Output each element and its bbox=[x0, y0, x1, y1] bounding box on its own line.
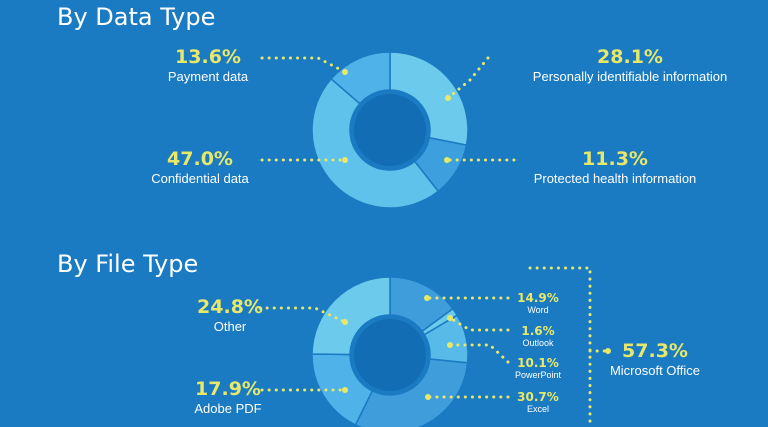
label-adobe-pdf: 17.9% Adobe PDF bbox=[168, 378, 288, 416]
value-powerpoint: 10.1% bbox=[517, 356, 559, 370]
name-excel: Excel bbox=[526, 404, 549, 414]
leader-confidential-data-end bbox=[342, 157, 348, 163]
name-payment-data: Payment data bbox=[167, 69, 249, 84]
leader-outlook-end bbox=[447, 315, 453, 321]
value-confidential-data: 47.0% bbox=[167, 148, 233, 170]
label-confidential-data: 47.0% Confidential data bbox=[140, 148, 260, 186]
slice-other bbox=[311, 276, 391, 356]
value-adobe-pdf: 17.9% bbox=[195, 378, 261, 400]
leader-other-end bbox=[342, 319, 348, 325]
leader-powerpoint bbox=[448, 343, 510, 364]
leader-word-end bbox=[424, 295, 430, 301]
value-payment-data: 13.6% bbox=[175, 46, 241, 68]
slice-confidential-data bbox=[311, 77, 440, 209]
leader-phi-end bbox=[444, 157, 450, 163]
name-adobe-pdf: Adobe PDF bbox=[194, 401, 262, 416]
leader-other bbox=[258, 306, 347, 324]
label-phi: 11.3% Protected health information bbox=[520, 148, 710, 186]
name-microsoft-office: Microsoft Office bbox=[609, 363, 701, 378]
label-payment-data: 13.6% Payment data bbox=[158, 46, 258, 84]
bracket-microsoft-office bbox=[528, 266, 592, 427]
name-powerpoint: PowerPoint bbox=[514, 370, 562, 380]
value-outlook: 1.6% bbox=[521, 324, 555, 338]
slice-personally-identifiable-information bbox=[389, 51, 469, 146]
value-other: 24.8% bbox=[197, 296, 263, 318]
name-word: Word bbox=[527, 305, 549, 315]
leader-payment-data-end bbox=[342, 69, 348, 75]
section-title-data-type: By Data Type bbox=[57, 3, 216, 31]
value-phi: 11.3% bbox=[582, 148, 648, 170]
donut-hole bbox=[354, 319, 426, 391]
name-outlook: Outlook bbox=[522, 338, 554, 348]
value-word: 14.9% bbox=[517, 291, 559, 305]
section-title-file-type: By File Type bbox=[57, 250, 199, 278]
name-other: Other bbox=[213, 319, 247, 334]
label-outlook: 1.6% Outlook bbox=[508, 324, 568, 348]
label-microsoft-office: 57.3% Microsoft Office bbox=[600, 340, 710, 378]
leader-adobe-pdf-end bbox=[342, 387, 348, 393]
donut-hole bbox=[354, 94, 426, 166]
slice-excel bbox=[354, 358, 469, 427]
name-confidential-data: Confidential data bbox=[151, 171, 249, 186]
leader-powerpoint-end bbox=[447, 342, 453, 348]
leader-pii-end bbox=[445, 95, 451, 101]
slice-payment-data bbox=[330, 51, 391, 105]
label-other: 24.8% Other bbox=[180, 296, 280, 334]
leader-payment-data bbox=[260, 56, 347, 74]
value-pii: 28.1% bbox=[597, 46, 663, 68]
label-powerpoint: 10.1% PowerPoint bbox=[508, 356, 568, 380]
label-excel: 30.7% Excel bbox=[508, 390, 568, 414]
name-pii: Personally identifiable information bbox=[532, 69, 728, 84]
leader-excel-end bbox=[425, 394, 431, 400]
value-excel: 30.7% bbox=[517, 390, 559, 404]
leader-pii bbox=[446, 56, 490, 100]
label-word: 14.9% Word bbox=[508, 291, 568, 315]
leader-microsoft-office-end bbox=[605, 348, 611, 354]
name-phi: Protected health information bbox=[533, 171, 697, 186]
value-microsoft-office: 57.3% bbox=[622, 340, 688, 362]
label-pii: 28.1% Personally identifiable informatio… bbox=[520, 46, 740, 84]
